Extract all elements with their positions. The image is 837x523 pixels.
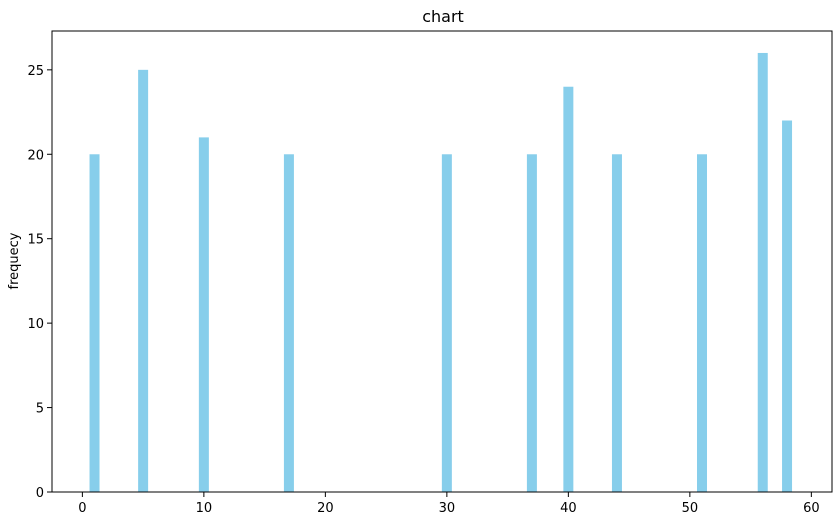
y-tick-label: 15 (27, 233, 44, 248)
x-tick-label: 0 (78, 501, 86, 516)
bar-x-17 (283, 154, 294, 492)
bar-x-37 (526, 154, 537, 492)
bar-x-5 (138, 69, 149, 492)
bar-x-40 (563, 86, 574, 492)
bar-x-56 (757, 52, 768, 492)
bar-x-58 (782, 120, 793, 492)
y-axis-ticks: 0 5 10 15 20 25 (27, 64, 52, 501)
bar-x-51 (697, 154, 707, 492)
x-tick-label: 10 (196, 501, 213, 516)
x-tick-label: 30 (439, 501, 456, 516)
y-axis-label: frequecy (7, 232, 22, 289)
y-tick-label: 10 (27, 317, 44, 332)
x-tick-label: 40 (560, 501, 577, 516)
y-tick-label: 20 (27, 148, 44, 163)
bar-x-44 (611, 154, 622, 492)
x-tick-label: 20 (317, 501, 334, 516)
y-tick-label: 25 (27, 64, 44, 79)
x-axis-ticks: 0 10 20 30 40 50 60 (78, 492, 820, 516)
x-tick-label: 50 (682, 501, 699, 516)
plot-area-frame (51, 30, 833, 493)
bar-x-30 (441, 154, 452, 492)
y-tick-label: 5 (36, 402, 44, 417)
bar-x-1 (89, 154, 100, 492)
y-tick-label: 0 (36, 486, 44, 501)
chart-title: chart (422, 7, 464, 26)
bar-x-10 (198, 137, 209, 492)
bars-group (89, 52, 793, 492)
x-tick-label: 60 (803, 501, 820, 516)
